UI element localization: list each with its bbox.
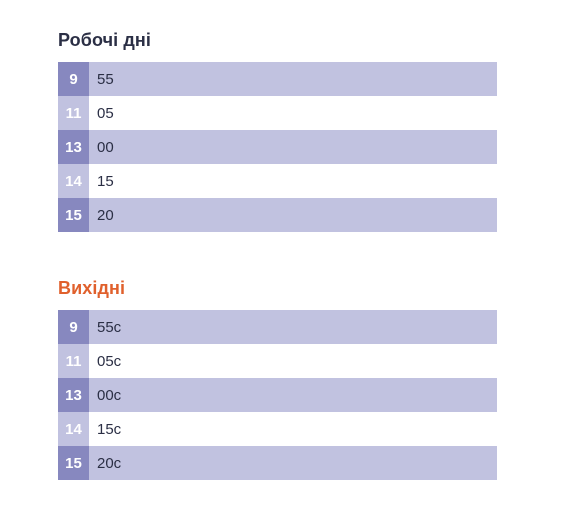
schedule-row: 11 05с xyxy=(58,344,497,378)
minutes-cell: 00 xyxy=(97,138,114,156)
weekdays-schedule: Робочі дні 9 55 11 05 13 00 14 15 15 20 xyxy=(58,28,498,232)
hour-cell: 11 xyxy=(58,344,89,378)
hour-cell: 9 xyxy=(58,310,89,344)
hour-cell: 14 xyxy=(58,164,89,198)
minutes-cell: 00с xyxy=(97,386,122,404)
hour-cell: 15 xyxy=(58,198,89,232)
schedule-row: 13 00с xyxy=(58,378,497,412)
schedule-row: 14 15 xyxy=(58,164,497,198)
hour-cell: 11 xyxy=(58,96,89,130)
schedule-row: 13 00 xyxy=(58,130,497,164)
hour-cell: 14 xyxy=(58,412,89,446)
weekdays-rows: 9 55 11 05 13 00 14 15 15 20 xyxy=(58,62,497,232)
hour-cell: 13 xyxy=(58,130,89,164)
minutes-cell: 20с xyxy=(97,454,122,472)
weekends-schedule: Вихідні 9 55с 11 05с 13 00с 14 15с 15 20… xyxy=(58,276,498,480)
minutes-cell: 15 xyxy=(97,172,114,190)
minutes-cell: 20 xyxy=(97,206,114,224)
minutes-cell: 15с xyxy=(97,420,122,438)
minutes-cell: 05с xyxy=(97,352,122,370)
hour-cell: 13 xyxy=(58,378,89,412)
schedule-row: 9 55с xyxy=(58,310,497,344)
minutes-cell: 55с xyxy=(97,318,122,336)
schedule-row: 15 20с xyxy=(58,446,497,480)
hour-cell: 15 xyxy=(58,446,89,480)
minutes-cell: 55 xyxy=(97,70,114,88)
weekends-rows: 9 55с 11 05с 13 00с 14 15с 15 20с xyxy=(58,310,497,480)
hour-cell: 9 xyxy=(58,62,89,96)
minutes-cell: 05 xyxy=(97,104,114,122)
schedule-row: 11 05 xyxy=(58,96,497,130)
weekdays-title: Робочі дні xyxy=(58,30,151,50)
schedule-row: 15 20 xyxy=(58,198,497,232)
schedule-row: 9 55 xyxy=(58,62,497,96)
weekends-title: Вихідні xyxy=(58,278,126,298)
schedule-row: 14 15с xyxy=(58,412,497,446)
